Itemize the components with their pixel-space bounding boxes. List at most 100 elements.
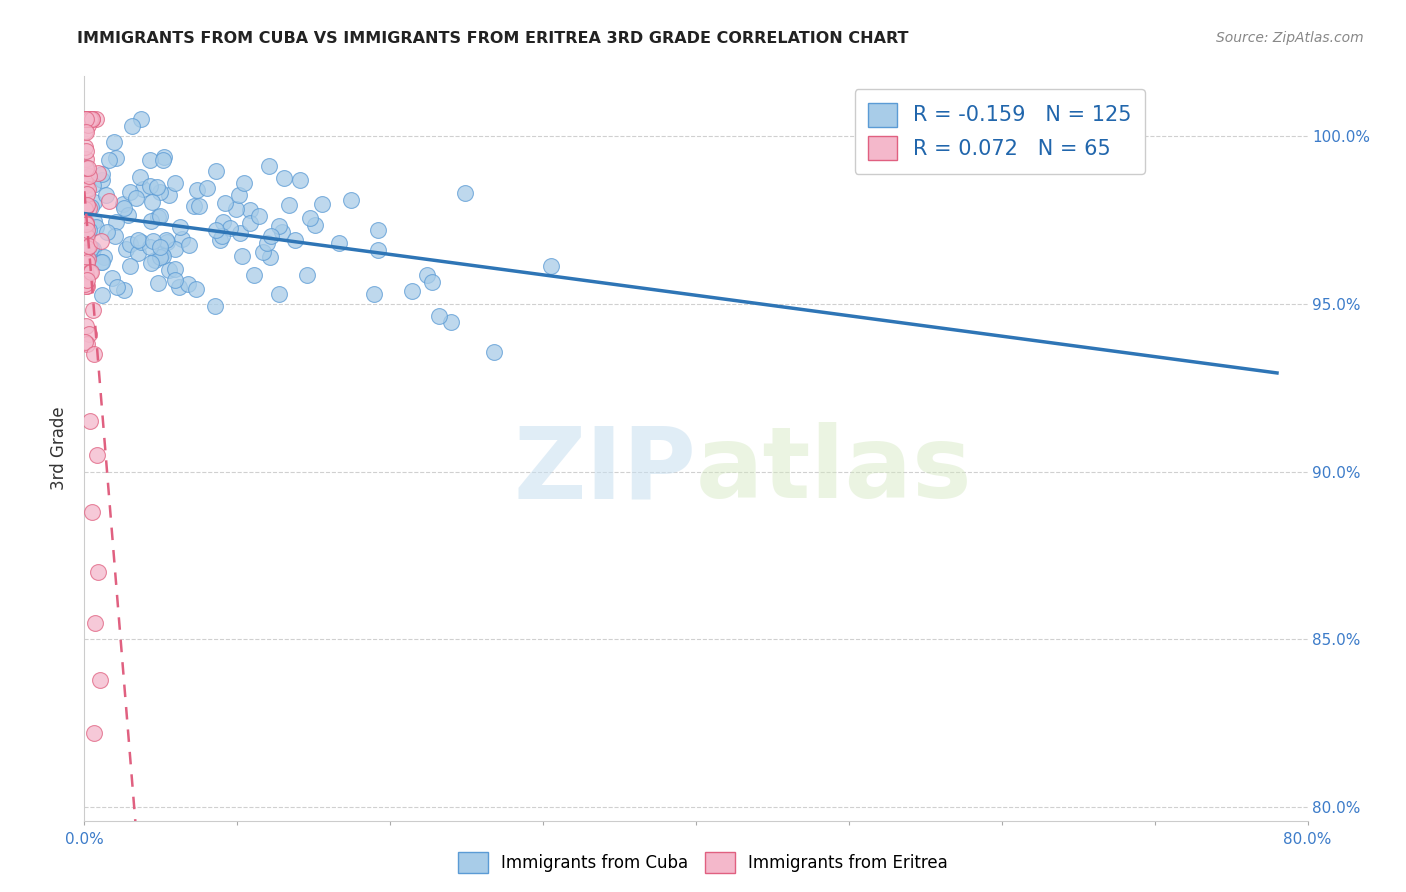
- Point: [167, 280, 190, 294]
- Point: [169, 220, 191, 235]
- Point: [86, 165, 108, 179]
- Point: [75, 112, 97, 127]
- Point: [80, 112, 103, 127]
- Point: [243, 268, 266, 283]
- Point: [89, 673, 111, 687]
- Point: [80, 200, 103, 214]
- Point: [118, 186, 141, 200]
- Point: [73, 199, 96, 213]
- Point: [363, 287, 385, 301]
- Point: [76, 255, 98, 269]
- Point: [127, 246, 149, 260]
- Point: [152, 249, 174, 263]
- Point: [76, 337, 98, 351]
- Point: [84, 112, 107, 127]
- Point: [75, 217, 97, 231]
- Point: [76, 273, 98, 287]
- Point: [75, 236, 97, 251]
- Point: [177, 237, 200, 252]
- Point: [205, 223, 228, 237]
- Point: [149, 209, 172, 223]
- Point: [212, 215, 235, 229]
- Point: [118, 259, 141, 273]
- Point: [105, 280, 128, 294]
- Text: IMMIGRANTS FROM CUBA VS IMMIGRANTS FROM ERITREA 3RD GRADE CORRELATION CHART: IMMIGRANTS FROM CUBA VS IMMIGRANTS FROM …: [77, 31, 908, 46]
- Point: [149, 240, 172, 254]
- Point: [259, 250, 281, 264]
- Point: [75, 152, 97, 166]
- Point: [105, 215, 128, 229]
- Point: [186, 183, 208, 197]
- Point: [111, 196, 134, 211]
- Point: [120, 237, 142, 252]
- Point: [127, 233, 149, 247]
- Point: [278, 198, 301, 212]
- Point: [328, 235, 350, 250]
- Point: [76, 319, 98, 334]
- Point: [131, 112, 153, 127]
- Point: [83, 194, 105, 209]
- Point: [90, 173, 112, 187]
- Point: [183, 199, 205, 213]
- Point: [138, 153, 160, 167]
- Point: [76, 223, 98, 237]
- Point: [73, 112, 96, 127]
- Point: [97, 153, 120, 168]
- Point: [82, 242, 104, 256]
- Point: [247, 210, 270, 224]
- Point: [73, 265, 96, 279]
- Point: [76, 125, 98, 139]
- Point: [75, 267, 97, 281]
- Point: [311, 197, 333, 211]
- Point: [340, 193, 363, 207]
- Point: [73, 112, 96, 127]
- Point: [77, 239, 100, 253]
- Point: [177, 277, 200, 291]
- Point: [77, 119, 100, 133]
- Point: [149, 250, 172, 264]
- Point: [165, 243, 187, 257]
- Point: [101, 271, 124, 285]
- Point: [415, 268, 437, 282]
- Point: [73, 202, 96, 217]
- Point: [225, 202, 247, 216]
- Point: [82, 303, 104, 318]
- Point: [304, 218, 326, 232]
- Point: [76, 229, 98, 244]
- Point: [132, 182, 155, 196]
- Point: [252, 244, 274, 259]
- Point: [139, 240, 162, 254]
- Point: [141, 214, 163, 228]
- Point: [79, 414, 101, 428]
- Point: [82, 178, 104, 192]
- Text: atlas: atlas: [696, 422, 973, 519]
- Point: [141, 194, 163, 209]
- Point: [150, 247, 173, 261]
- Point: [84, 219, 107, 234]
- Point: [231, 249, 253, 263]
- Point: [76, 239, 98, 253]
- Point: [267, 287, 290, 301]
- Point: [79, 265, 101, 279]
- Point: [257, 159, 280, 173]
- Point: [73, 112, 96, 127]
- Point: [148, 185, 170, 199]
- Point: [75, 216, 97, 230]
- Point: [87, 566, 110, 580]
- Point: [129, 235, 152, 250]
- Y-axis label: 3rd Grade: 3rd Grade: [51, 407, 69, 490]
- Point: [80, 505, 103, 519]
- Point: [155, 233, 177, 247]
- Point: [427, 309, 450, 323]
- Point: [75, 178, 97, 193]
- Point: [80, 112, 103, 127]
- Point: [75, 171, 97, 186]
- Legend: R = -0.159   N = 125, R = 0.072   N = 65: R = -0.159 N = 125, R = 0.072 N = 65: [855, 89, 1144, 174]
- Text: Source: ZipAtlas.com: Source: ZipAtlas.com: [1216, 31, 1364, 45]
- Point: [75, 161, 97, 176]
- Point: [219, 221, 242, 235]
- Point: [152, 153, 174, 167]
- Point: [79, 223, 101, 237]
- Point: [367, 244, 389, 258]
- Point: [73, 334, 96, 349]
